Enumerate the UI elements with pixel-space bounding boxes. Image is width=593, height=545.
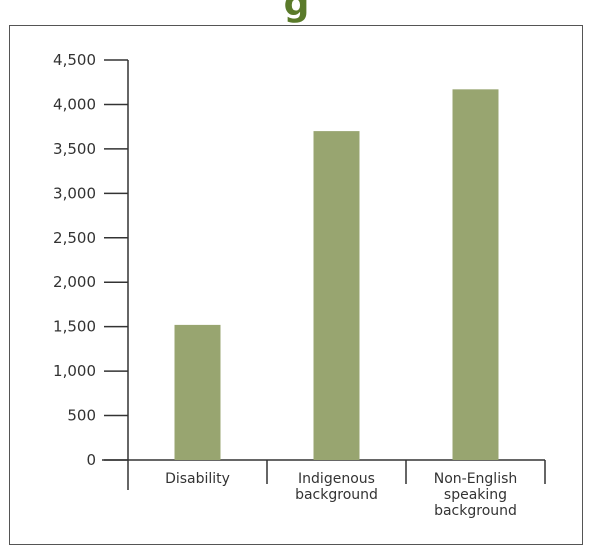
- x-category-label: Disability: [165, 471, 230, 487]
- y-tick-label: 500: [67, 407, 96, 425]
- y-tick-label: 0: [86, 451, 96, 469]
- y-tick-label: 1,000: [53, 362, 96, 380]
- x-category-label-line: Disability: [165, 471, 230, 487]
- page-title: g: [283, 0, 310, 24]
- y-tick-label: 4,500: [53, 51, 96, 69]
- x-category-label: Non-English speaking background: [434, 471, 518, 519]
- x-category-label-line: background: [434, 503, 517, 519]
- y-tick-label: 3,000: [53, 184, 96, 202]
- x-category-label-line: Indigenous: [298, 471, 375, 487]
- bar: [313, 131, 360, 460]
- y-tick-label: 3,500: [53, 140, 96, 158]
- bar: [452, 89, 499, 460]
- x-category-label: Indigenous background: [295, 471, 378, 503]
- x-category-label-line: background: [295, 487, 378, 503]
- y-tick-label: 2,500: [53, 229, 96, 247]
- y-tick-label: 1,500: [53, 318, 96, 336]
- bar: [174, 324, 221, 460]
- bar-chart: 0 500 1,000 1,500 2,000 2,500 3,000 3,500 4,000 4…: [53, 51, 546, 519]
- y-tick-label: 4,000: [53, 95, 96, 113]
- x-category-label-line: speaking: [444, 487, 507, 503]
- y-tick-label: 2,000: [53, 273, 96, 291]
- x-category-label-line: Non-English: [434, 471, 518, 487]
